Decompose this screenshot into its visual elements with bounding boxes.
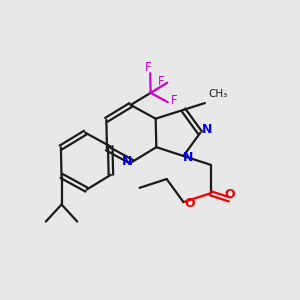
Text: O: O bbox=[225, 188, 236, 201]
Text: N: N bbox=[202, 123, 212, 136]
Text: CH₃: CH₃ bbox=[208, 89, 228, 100]
Text: F: F bbox=[158, 75, 164, 88]
Text: F: F bbox=[145, 61, 151, 74]
Text: N: N bbox=[122, 155, 132, 168]
Text: N: N bbox=[183, 151, 194, 164]
Text: O: O bbox=[185, 197, 195, 210]
Text: F: F bbox=[171, 94, 178, 107]
